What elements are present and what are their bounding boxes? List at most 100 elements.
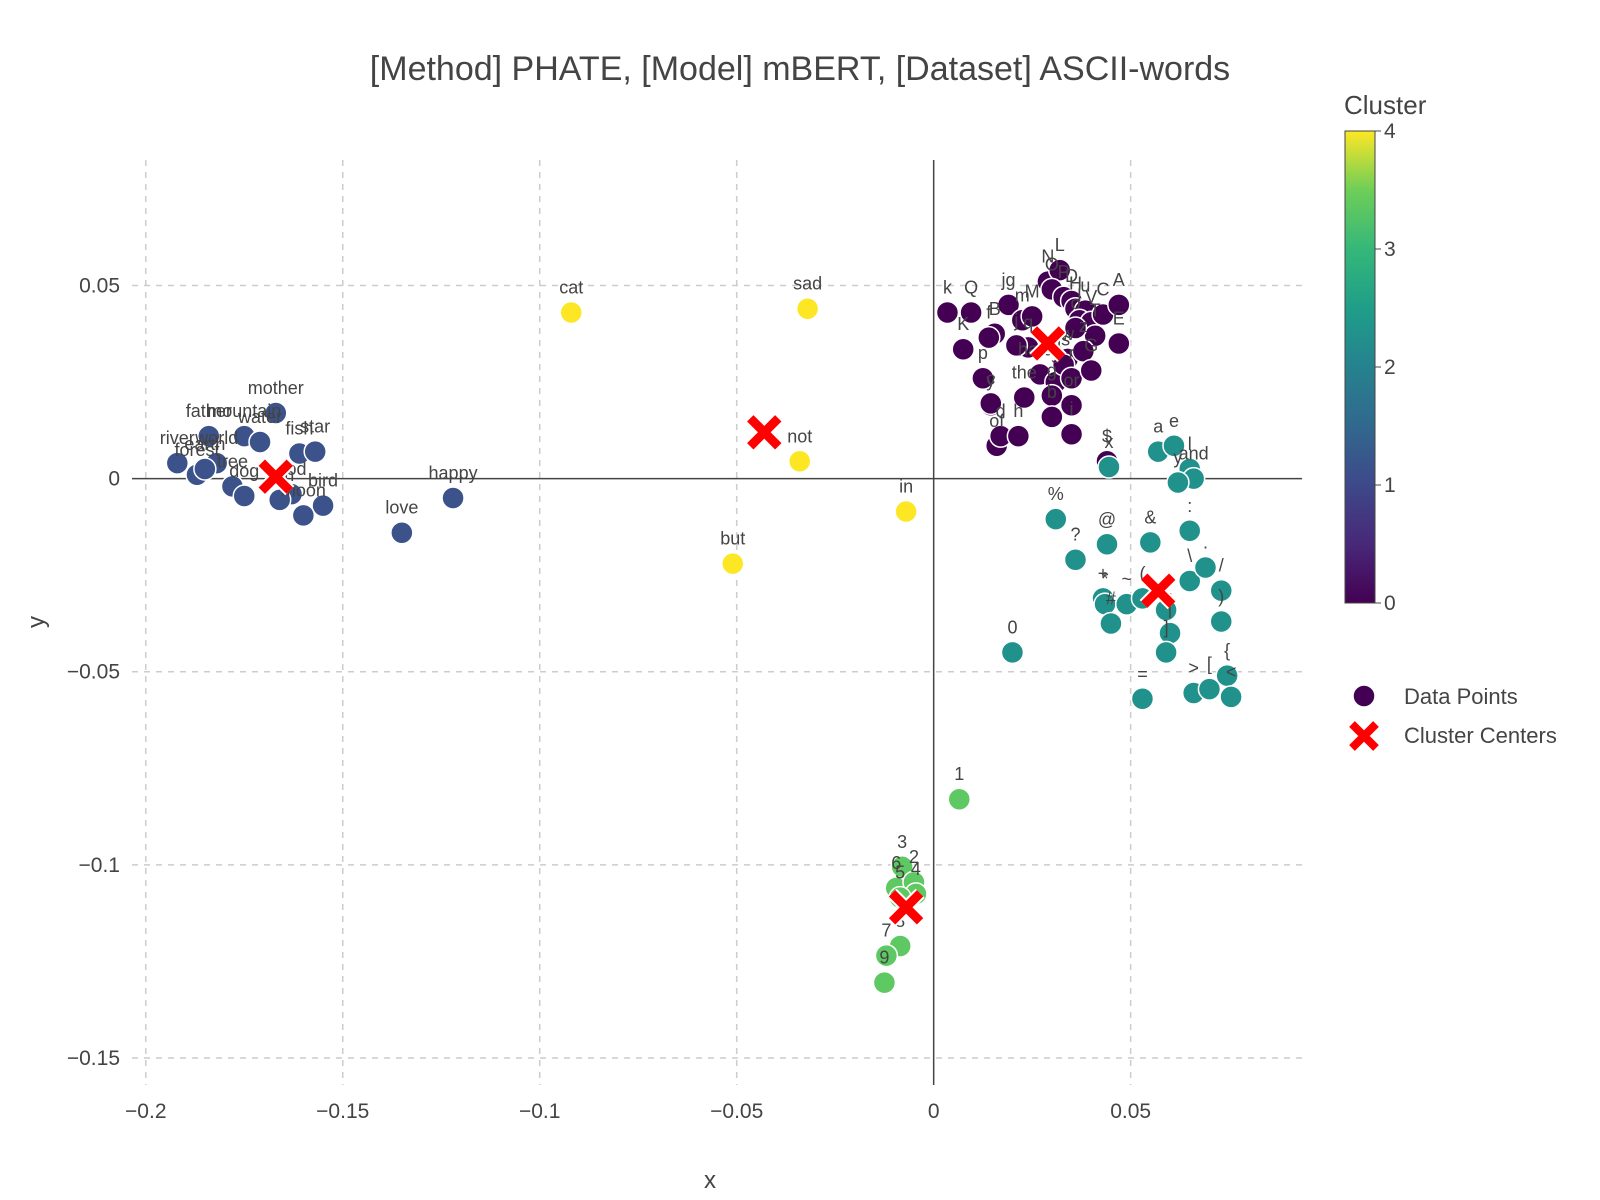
point-label: y bbox=[1173, 447, 1182, 467]
data-point[interactable] bbox=[1059, 422, 1084, 446]
data-point[interactable] bbox=[894, 499, 918, 524]
data-point[interactable] bbox=[1209, 609, 1233, 634]
data-point[interactable] bbox=[1138, 530, 1163, 555]
point-label: O bbox=[1045, 254, 1059, 274]
point-label: | bbox=[1168, 598, 1173, 618]
point-label: father bbox=[186, 401, 232, 421]
data-point[interactable] bbox=[947, 787, 972, 811]
point-label: or bbox=[1064, 370, 1080, 390]
data-point[interactable] bbox=[248, 430, 272, 454]
colorbar-tick-label: 1 bbox=[1384, 474, 1396, 497]
point-label: % bbox=[1048, 484, 1064, 504]
x-tick-label: 0.05 bbox=[1110, 1100, 1151, 1123]
data-point[interactable] bbox=[1099, 611, 1123, 636]
data-point[interactable] bbox=[959, 300, 983, 325]
data-point[interactable] bbox=[1193, 555, 1218, 580]
axes bbox=[132, 160, 1302, 1085]
point-label: sad bbox=[793, 274, 822, 294]
data-point[interactable] bbox=[441, 486, 465, 510]
data-point[interactable] bbox=[1197, 677, 1222, 701]
data-point[interactable] bbox=[996, 293, 1021, 317]
data-point[interactable] bbox=[559, 300, 583, 325]
data-point[interactable] bbox=[1044, 507, 1068, 531]
data-point[interactable] bbox=[787, 449, 812, 474]
tick-labels: −0.2 −0.15 −0.1 −0.05 0 0.05 0.05 0 −0.05 −0.1 −0.… bbox=[67, 275, 1151, 1123]
data-point[interactable] bbox=[193, 457, 217, 481]
data-point[interactable] bbox=[979, 391, 1003, 416]
data-point[interactable] bbox=[1177, 519, 1202, 543]
point-label: o bbox=[1070, 293, 1080, 313]
data-point[interactable] bbox=[1219, 685, 1243, 709]
point-label: k bbox=[943, 278, 953, 298]
y-axis-title: y bbox=[23, 616, 50, 628]
data-point[interactable] bbox=[1130, 687, 1155, 711]
data-point[interactable] bbox=[1063, 547, 1088, 572]
data-point[interactable] bbox=[1020, 304, 1044, 329]
point-label: p bbox=[978, 343, 988, 363]
data-point[interactable] bbox=[1095, 532, 1119, 557]
data-point[interactable] bbox=[1063, 316, 1088, 340]
data-point[interactable] bbox=[1097, 455, 1121, 479]
data-point[interactable] bbox=[1209, 578, 1233, 603]
point-label: g bbox=[1047, 361, 1057, 381]
point-label: love bbox=[385, 498, 418, 518]
data-point[interactable] bbox=[795, 296, 820, 321]
point-label: c bbox=[986, 368, 995, 388]
data-point[interactable] bbox=[951, 337, 975, 361]
data-point[interactable] bbox=[1012, 385, 1037, 410]
point-label: water bbox=[237, 407, 282, 427]
colorbar-tick-label: 2 bbox=[1384, 356, 1396, 379]
point-label: the bbox=[1012, 363, 1037, 383]
cluster-center-marker[interactable] bbox=[1141, 573, 1176, 608]
data-point[interactable] bbox=[1166, 470, 1190, 495]
colorbar-ticks: 4 3 2 1 0 bbox=[1375, 120, 1396, 615]
cluster-center-marker[interactable] bbox=[258, 459, 293, 494]
data-point[interactable] bbox=[264, 401, 288, 425]
cluster-center-marker[interactable] bbox=[1030, 326, 1066, 361]
data-point[interactable] bbox=[971, 366, 995, 390]
data-point[interactable] bbox=[197, 424, 221, 448]
data-point[interactable] bbox=[1177, 569, 1202, 593]
data-point[interactable] bbox=[1040, 405, 1064, 429]
data-point[interactable] bbox=[390, 520, 414, 545]
point-label: q bbox=[1023, 312, 1033, 332]
point-label: ( bbox=[1139, 563, 1145, 583]
point-label: 5 bbox=[895, 863, 905, 883]
data-point[interactable] bbox=[890, 855, 914, 879]
data-point[interactable] bbox=[874, 943, 899, 968]
point-label: 2 bbox=[909, 847, 919, 867]
data-point[interactable] bbox=[1162, 434, 1186, 458]
data-point[interactable] bbox=[1107, 331, 1131, 356]
data-point[interactable] bbox=[872, 970, 897, 995]
data-point[interactable] bbox=[1154, 640, 1178, 665]
data-point[interactable] bbox=[1000, 640, 1025, 665]
point-label: happy bbox=[429, 463, 478, 483]
data-point[interactable] bbox=[977, 325, 1001, 350]
data-point[interactable] bbox=[303, 439, 327, 464]
data-point[interactable] bbox=[1158, 621, 1182, 645]
point-label: forest bbox=[174, 440, 219, 460]
point-label: C bbox=[1097, 279, 1110, 299]
legend-item-cluster-centers[interactable]: Cluster Centers bbox=[1349, 721, 1557, 751]
data-point[interactable] bbox=[1006, 424, 1031, 448]
data-point[interactable] bbox=[311, 493, 335, 518]
data-point[interactable] bbox=[935, 300, 960, 325]
data-point[interactable] bbox=[1107, 293, 1131, 317]
data-point[interactable] bbox=[1059, 393, 1084, 418]
point-label: a bbox=[1153, 417, 1164, 437]
cluster-center-marker[interactable] bbox=[888, 890, 924, 925]
legend-item-data-points[interactable]: Data Points bbox=[1352, 684, 1518, 709]
point-label: K bbox=[957, 314, 969, 334]
colorbar-title: Cluster bbox=[1344, 90, 1427, 120]
point-labels: cat sadnotinbutmotherfathermountainwaterf… bbox=[160, 235, 1237, 968]
data-point[interactable] bbox=[1004, 333, 1029, 358]
point-label: m bbox=[1015, 285, 1030, 305]
cluster-center-marker[interactable] bbox=[747, 415, 782, 450]
point-label: P bbox=[1058, 262, 1070, 282]
data-point[interactable] bbox=[1079, 358, 1103, 383]
data-point[interactable] bbox=[165, 451, 190, 475]
data-point[interactable] bbox=[291, 503, 316, 528]
data-point[interactable] bbox=[232, 484, 257, 508]
point-label: G bbox=[1084, 335, 1098, 355]
data-point[interactable] bbox=[721, 551, 745, 576]
